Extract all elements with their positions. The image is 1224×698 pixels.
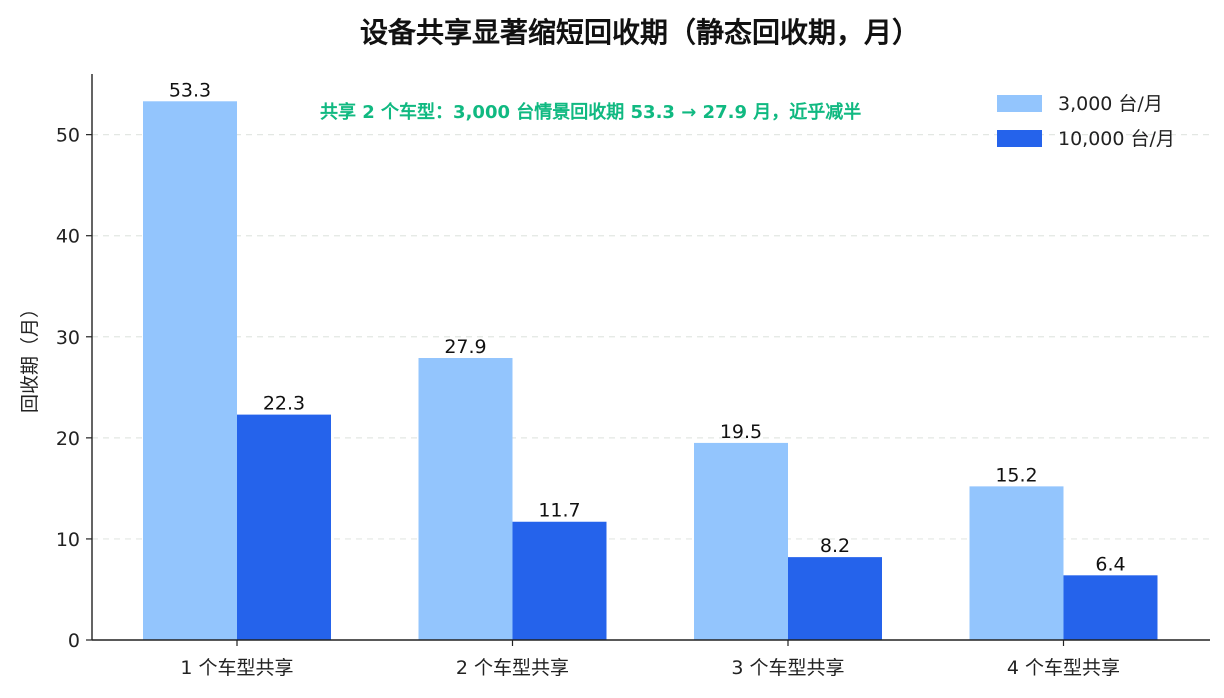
value-label-s1-c3: 6.4 xyxy=(1095,553,1125,575)
x-tick-label-3: 4 个车型共享 xyxy=(1007,657,1120,679)
y-tick-label-3: 30 xyxy=(56,327,80,349)
bar-s1-c3 xyxy=(1063,575,1158,640)
x-tick-label-2: 3 个车型共享 xyxy=(731,657,844,679)
bar-s1-c0 xyxy=(237,414,331,640)
bar-s0-c1 xyxy=(418,358,513,640)
chart-title: 设备共享显著缩短回收期（静态回收期，月） xyxy=(360,16,920,49)
legend-swatch-0 xyxy=(997,95,1042,112)
value-label-s0-c2: 19.5 xyxy=(720,421,762,443)
x-tick-label-0: 1 个车型共享 xyxy=(180,657,293,679)
value-labels: 53.3 22.3 27.9 11.7 19.5 8.2 15.2 6.4 xyxy=(169,79,1126,575)
value-label-s1-c1: 11.7 xyxy=(538,500,580,522)
legend-label-0: 3,000 台/月 xyxy=(1058,93,1163,115)
bars xyxy=(143,101,1158,640)
y-tick-label-2: 20 xyxy=(56,428,80,450)
bar-s0-c0 xyxy=(143,101,237,640)
bar-s1-c1 xyxy=(512,521,607,640)
y-tick-label-0: 0 xyxy=(68,630,80,652)
x-tick-label-1: 2 个车型共享 xyxy=(456,657,569,679)
y-tick-label-1: 10 xyxy=(56,529,80,551)
value-label-s1-c2: 8.2 xyxy=(820,535,850,557)
legend-swatch-1 xyxy=(997,130,1042,147)
y-axis-label: 回收期（月） xyxy=(19,299,41,413)
value-label-s0-c1: 27.9 xyxy=(444,336,486,358)
value-label-s0-c0: 53.3 xyxy=(169,79,211,101)
y-tick-label-5: 50 xyxy=(56,125,80,147)
value-label-s1-c0: 22.3 xyxy=(263,393,305,415)
annotation-text: 共享 2 个车型：3,000 台情景回收期 53.3 → 27.9 月，近乎减半 xyxy=(320,101,861,123)
bar-s1-c2 xyxy=(788,557,882,640)
value-label-s0-c3: 15.2 xyxy=(995,464,1037,486)
legend: 3,000 台/月 10,000 台/月 xyxy=(997,93,1175,150)
bar-s0-c2 xyxy=(694,442,788,640)
legend-label-1: 10,000 台/月 xyxy=(1058,128,1175,150)
axes: 0 10 20 30 40 50 1 个车型共享 2 个车型共享 3 个车型共享 4 个车型共享 xyxy=(56,74,1210,679)
bar-s0-c3 xyxy=(969,486,1064,640)
y-tick-label-4: 40 xyxy=(56,226,80,248)
